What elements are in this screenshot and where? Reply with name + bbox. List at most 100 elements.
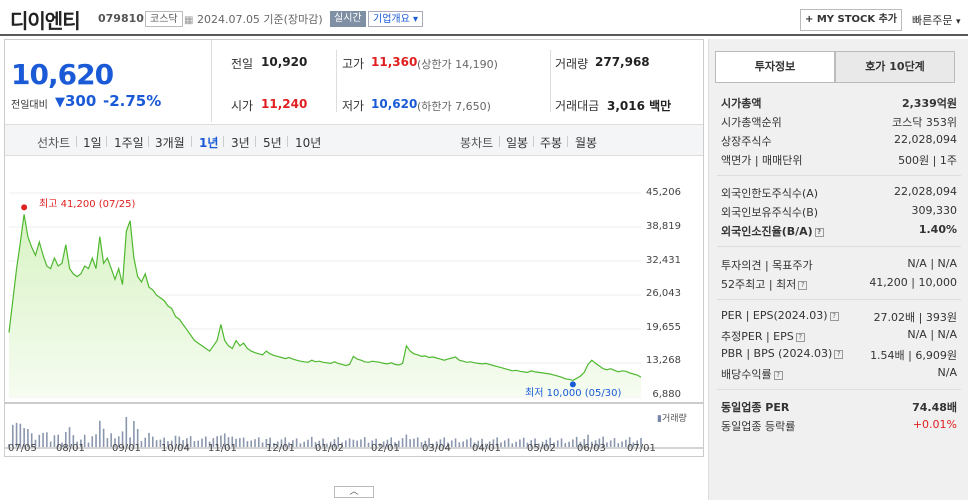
volume-bar — [382, 441, 385, 447]
volume-bar — [273, 443, 275, 447]
volume-bar — [473, 442, 476, 447]
volume-bar — [606, 442, 608, 447]
volume-bar — [522, 437, 525, 447]
company-info-dropdown[interactable]: 기업개요 ▾ — [368, 11, 424, 27]
price-chart[interactable]: 45,206 38,819 32,431 26,043 19,655 13,26… — [5, 185, 703, 453]
help-icon[interactable]: ? — [773, 370, 783, 380]
volume-bar — [212, 438, 215, 447]
volume-bar — [401, 438, 404, 447]
prev-close-value: 10,920 — [261, 55, 308, 69]
volume-bar — [594, 440, 597, 447]
divider — [717, 175, 961, 176]
divider — [717, 246, 961, 247]
volume-bar — [242, 437, 245, 447]
period-10y[interactable]: 10년 — [295, 136, 322, 150]
x-tick-label: 05/02 — [527, 443, 556, 454]
volume-bar — [265, 439, 268, 447]
tab-orderbook[interactable]: 호가 10단계 — [835, 51, 955, 83]
volume-bar — [170, 440, 173, 447]
info-row-label: 외국인소진율(B/A)? — [721, 223, 824, 239]
info-row-label: 외국인보유주식수(B) — [721, 206, 819, 219]
period-3m[interactable]: 3개월 — [155, 136, 185, 150]
volume-bar — [167, 441, 169, 447]
x-tick-label: 01/02 — [315, 443, 344, 454]
volume-bar — [99, 420, 101, 447]
volume-bar — [496, 437, 498, 447]
period-3y[interactable]: 3년 — [231, 136, 250, 150]
info-row: 52주최고 | 최저? 41,200 | 10,000 — [721, 276, 957, 294]
info-row-label: 추정PER | EPS? — [721, 328, 805, 344]
period-5y[interactable]: 5년 — [263, 136, 282, 150]
volume-bar — [553, 442, 555, 447]
volume-bar — [11, 424, 14, 447]
price-line — [8, 214, 642, 382]
volume-bar — [511, 443, 514, 447]
volume-bar — [257, 437, 260, 447]
x-tick-label: 09/01 — [112, 443, 141, 454]
separator — [287, 136, 288, 147]
chevron-down-icon: ▾ — [413, 14, 419, 25]
help-icon[interactable]: ? — [829, 311, 839, 321]
volume-bar — [469, 437, 472, 447]
x-tick-label: 08/01 — [56, 443, 85, 454]
high-marker — [21, 204, 28, 211]
candle-daily[interactable]: 일봉 — [506, 136, 529, 150]
high-annotation: 최고 41,200 (07/25) — [39, 199, 136, 210]
period-1y[interactable]: 1년 — [199, 136, 219, 150]
volume-bar — [500, 442, 502, 447]
candle-monthly[interactable]: 월봉 — [575, 136, 598, 150]
period-1w[interactable]: 1주일 — [114, 136, 144, 150]
quote-date: ▦ 2024.07.05 기준(장마감) — [184, 11, 323, 27]
fast-order-button[interactable]: 빠른주문 ▾ — [912, 12, 961, 28]
volume-bar — [447, 442, 449, 447]
volume-bar — [57, 434, 59, 447]
volume-bar — [299, 443, 302, 447]
volume-bar — [15, 422, 18, 447]
volume-legend: ▮거래량 — [657, 411, 687, 424]
info-row-value: 41,200 | 10,000 — [869, 276, 957, 289]
volume-bar — [231, 436, 234, 447]
company-name: 디이엔티 — [10, 9, 81, 33]
separator — [499, 136, 500, 147]
help-icon[interactable]: ? — [795, 332, 805, 342]
help-icon[interactable]: ? — [834, 349, 844, 359]
info-row-value: N/A | N/A — [907, 257, 957, 270]
volume-bar — [148, 432, 150, 447]
volume-bar — [34, 439, 37, 447]
low-annotation: 최저 10,000 (05/30) — [525, 388, 622, 399]
volume-bar — [136, 429, 139, 447]
y-tick-label: 6,880 — [652, 389, 681, 400]
volume-legend-label: 거래량 — [661, 414, 687, 424]
period-selector: 선차트 1일 1주일 3개월 1년 3년 5년 10년 봉차트 일봉 주봉 월봉 — [5, 124, 703, 156]
volume-bar — [174, 435, 177, 447]
volume-bar — [568, 441, 570, 447]
info-row-label: 배당수익률? — [721, 366, 783, 382]
current-price: 10,620 — [11, 58, 114, 91]
low-value: 10,620 — [371, 97, 418, 111]
info-row-label: 액면가 | 매매단위 — [721, 154, 803, 167]
help-icon[interactable]: ? — [814, 227, 824, 237]
volume-bar — [121, 431, 124, 447]
volume-bar — [152, 436, 154, 447]
my-stock-add-button[interactable]: + MY STOCK 추가 — [800, 9, 902, 31]
volume-bar — [27, 429, 29, 447]
period-1d[interactable]: 1일 — [83, 136, 102, 150]
help-icon[interactable]: ? — [798, 280, 808, 290]
y-tick-label: 32,431 — [646, 255, 681, 266]
separator — [533, 136, 534, 147]
info-row-label: 동일업종 PER — [721, 401, 790, 414]
candle-weekly[interactable]: 주봉 — [540, 136, 563, 150]
volume-bar — [428, 438, 430, 447]
volume-bar — [193, 441, 196, 447]
info-row: 시가총액순위 코스닥 353위 — [721, 114, 957, 132]
collapse-chart-button[interactable]: ︿ — [334, 486, 374, 498]
info-row: 외국인한도주식수(A) 22,028,094 — [721, 185, 957, 203]
chevron-up-icon: ︿ — [349, 487, 359, 497]
volume-bar — [61, 442, 63, 447]
tab-investment-info[interactable]: 투자정보 — [715, 51, 835, 83]
info-row-value: 1.40% — [918, 223, 957, 236]
info-row-value: 2,339억원 — [901, 97, 957, 110]
company-info-label: 기업개요 — [373, 14, 410, 25]
volume-bar — [360, 439, 362, 447]
live-badge[interactable]: 실시간 — [330, 11, 366, 27]
